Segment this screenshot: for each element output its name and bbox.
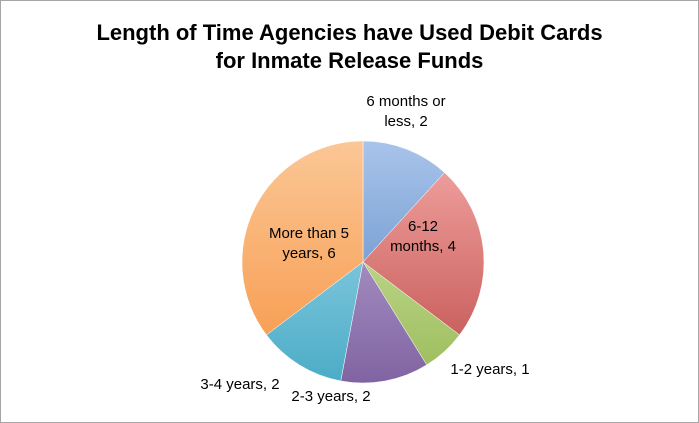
pie-slices [242, 141, 484, 383]
data-label-1-2-years: 1-2 years, 1 [450, 361, 529, 378]
data-label-2-3-years: 2-3 years, 2 [291, 388, 370, 405]
data-label-6-months-or-less: 6 months or less, 2 [366, 93, 445, 130]
data-label-3-4-years: 3-4 years, 2 [200, 376, 279, 393]
